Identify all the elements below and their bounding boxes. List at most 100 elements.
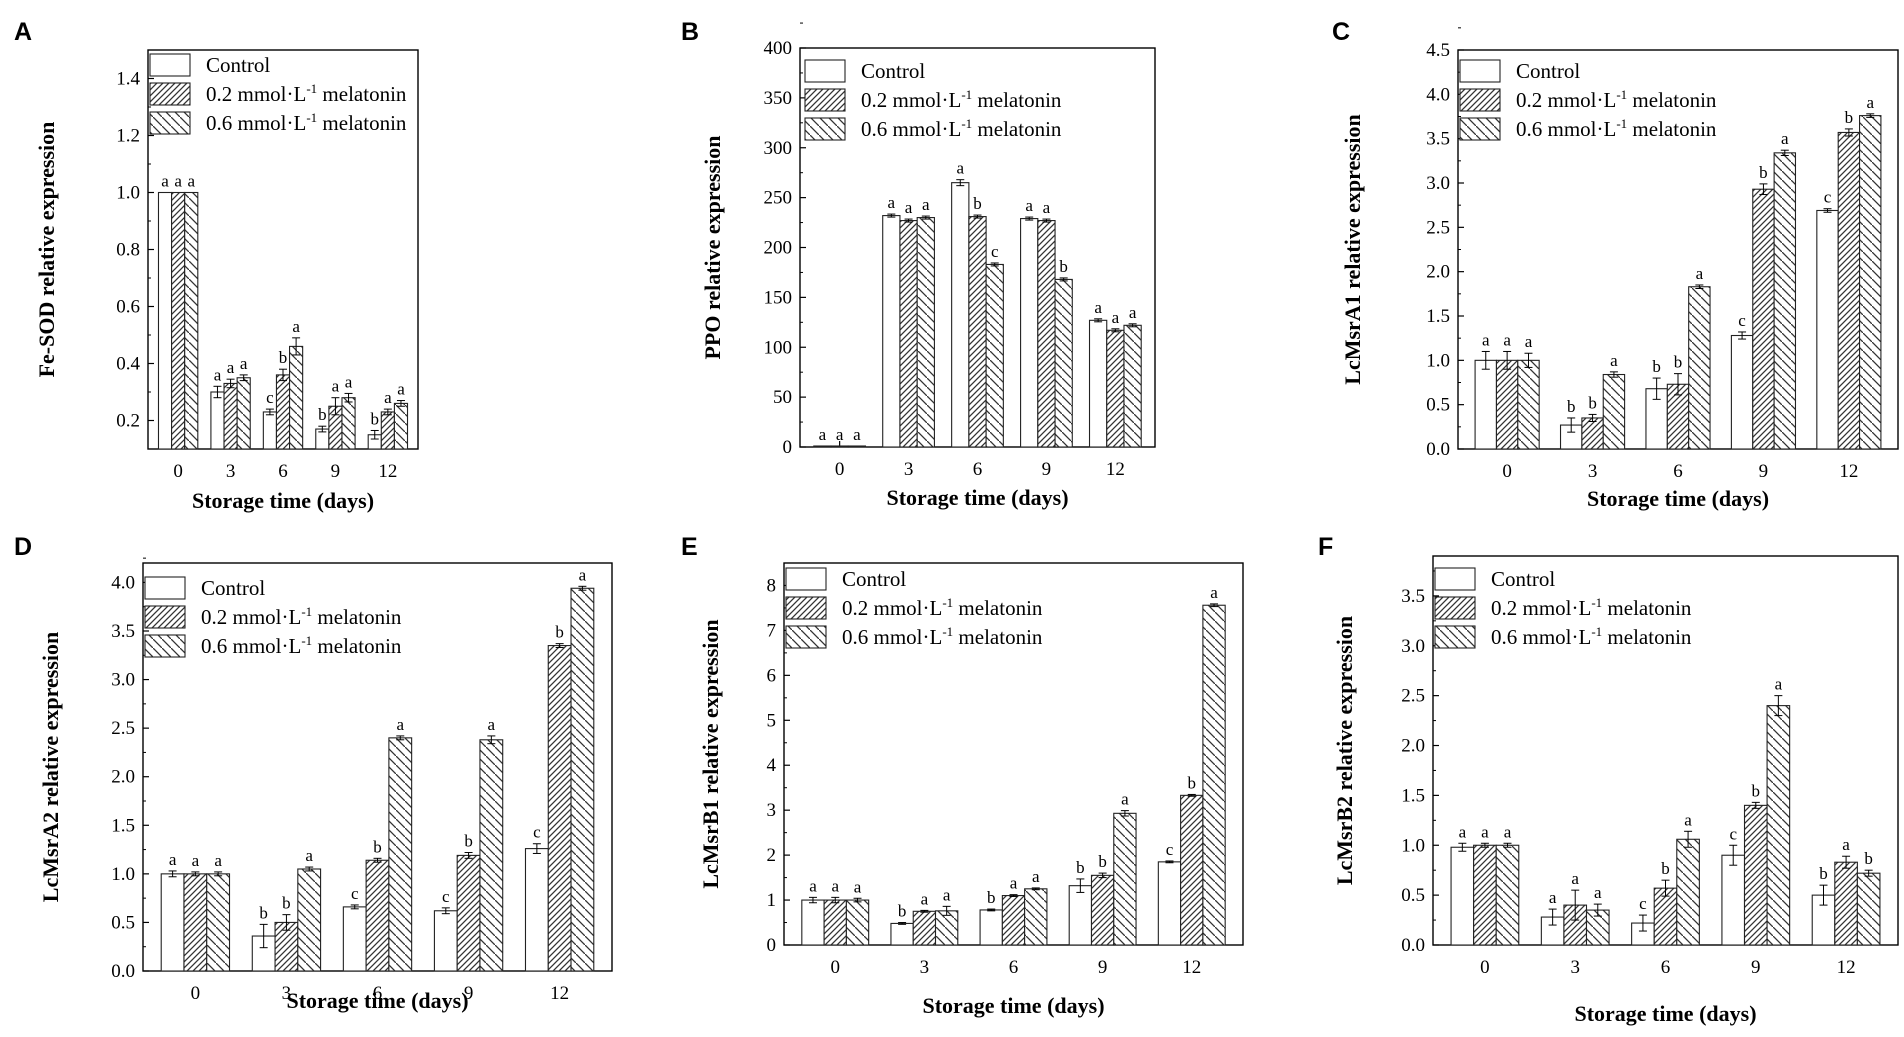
panel-b: B 0 50 100 150 200 250 300 350 400 PPO relative ex… (681, 18, 1156, 510)
legend-label: Control (1516, 59, 1580, 83)
y-tick-label: 4.0 (111, 572, 135, 593)
significance-label: a (397, 380, 405, 399)
bar (1157, 861, 1182, 946)
bar (979, 909, 1003, 946)
significance-label: c (442, 887, 450, 906)
y-tick-label: 3.5 (1401, 586, 1425, 607)
legend-swatch (1459, 59, 1501, 83)
bar (1856, 872, 1881, 946)
significance-label: a (1610, 351, 1618, 370)
bar (380, 411, 395, 450)
significance-label: a (214, 851, 222, 870)
y-tick-label: 350 (764, 88, 793, 109)
bar (1001, 895, 1026, 946)
y-tick-label: 2.0 (1401, 736, 1425, 757)
bar (1676, 838, 1700, 946)
bar (1834, 861, 1858, 946)
significance-label: a (943, 885, 951, 904)
panel-letter: C (1332, 18, 1350, 46)
x-tick-label: 12 (1182, 957, 1201, 978)
x-tick-label: 9 (331, 461, 341, 482)
bar (951, 182, 970, 448)
bar (899, 220, 918, 448)
bar (1202, 604, 1226, 946)
x-tick-label: 12 (1106, 459, 1125, 480)
legend-swatch (785, 625, 827, 649)
legend-swatch (1434, 625, 1476, 649)
significance-label: a (161, 172, 169, 191)
x-axis-title: Storage time (days) (1587, 486, 1769, 511)
legend-swatch (149, 111, 191, 135)
bar (262, 411, 277, 450)
legend-swatch (144, 605, 186, 629)
significance-label: a (831, 876, 839, 895)
legend-label: 0.2 mmol·L-1 melatonin (842, 595, 1043, 620)
significance-label: b (1188, 773, 1197, 792)
bar (1495, 359, 1519, 450)
bar (275, 374, 291, 450)
y-tick-label: 3.0 (1401, 636, 1425, 657)
x-tick-label: 0 (191, 983, 201, 1004)
significance-label: b (973, 194, 982, 213)
legend-swatch (149, 53, 191, 77)
x-axis-title: Storage time (days) (886, 485, 1068, 510)
bar (801, 899, 825, 946)
bar (1517, 359, 1540, 450)
significance-label: b (1652, 357, 1661, 376)
significance-label: b (282, 894, 291, 913)
bar (171, 191, 186, 450)
significance-label: a (305, 846, 313, 865)
significance-label: a (187, 172, 195, 191)
legend-swatch (804, 59, 846, 83)
bar (1688, 286, 1711, 450)
y-tick-label: 1.4 (116, 69, 140, 90)
bar (1054, 278, 1073, 448)
bar (823, 899, 847, 946)
y-tick-label: 400 (764, 38, 793, 59)
y-tick-label: 0.0 (1401, 935, 1425, 956)
y-tick-label: 1.5 (1426, 306, 1450, 327)
significance-label: a (888, 193, 896, 212)
significance-label: c (533, 823, 541, 842)
y-tick-label: 0.0 (111, 961, 135, 982)
y-tick-label: 2.5 (111, 718, 135, 739)
y-tick-label: 1.0 (1401, 835, 1425, 856)
panel-c: C 0.0 0.5 1.0 1.5 2.0 2.5 3.0 3.5 4.0 4.5 LcMsrA1 r… (1332, 18, 1899, 511)
x-tick-label: 9 (464, 983, 474, 1004)
y-axis-title: LcMsrA1 relative expression (1340, 114, 1365, 384)
y-tick-label: 0.5 (1401, 885, 1425, 906)
bar (1495, 844, 1520, 946)
bar (1766, 705, 1791, 946)
y-tick-label: 4.0 (1426, 84, 1450, 105)
x-tick-label: 6 (1673, 461, 1683, 482)
significance-label: a (1094, 298, 1102, 317)
x-tick-label: 3 (1588, 461, 1598, 482)
significance-label: b (1819, 864, 1828, 883)
bar (1473, 844, 1497, 946)
significance-label: a (1781, 129, 1789, 148)
x-tick-label: 9 (1042, 459, 1052, 480)
bar (916, 217, 935, 448)
bar (890, 922, 914, 946)
y-tick-label: 300 (764, 138, 793, 159)
y-tick-label: 3.5 (111, 621, 135, 642)
significance-label: a (1210, 583, 1218, 602)
panel-f: F 0.0 0.5 1.0 1.5 2.0 2.5 3.0 3.5 LcMsrB2 relativ… (1318, 533, 1899, 1026)
y-tick-label: 1.0 (1426, 350, 1450, 371)
bar (1653, 887, 1678, 946)
y-tick-label: 3.0 (1426, 173, 1450, 194)
y-tick-label: 5 (767, 710, 777, 731)
legend-swatch (785, 596, 827, 620)
legend-swatch (785, 567, 827, 591)
bar (845, 899, 870, 946)
legend-swatch (1459, 88, 1501, 112)
significance-label: a (1112, 308, 1120, 327)
significance-label: b (318, 405, 327, 424)
y-tick-label: 4 (767, 755, 777, 776)
panel-letter: E (681, 533, 698, 561)
legend-label: 0.6 mmol·L-1 melatonin (1491, 624, 1692, 649)
significance-label: b (1567, 397, 1576, 416)
significance-label: b (279, 348, 288, 367)
legend-swatch (804, 88, 846, 112)
bar (210, 391, 225, 450)
